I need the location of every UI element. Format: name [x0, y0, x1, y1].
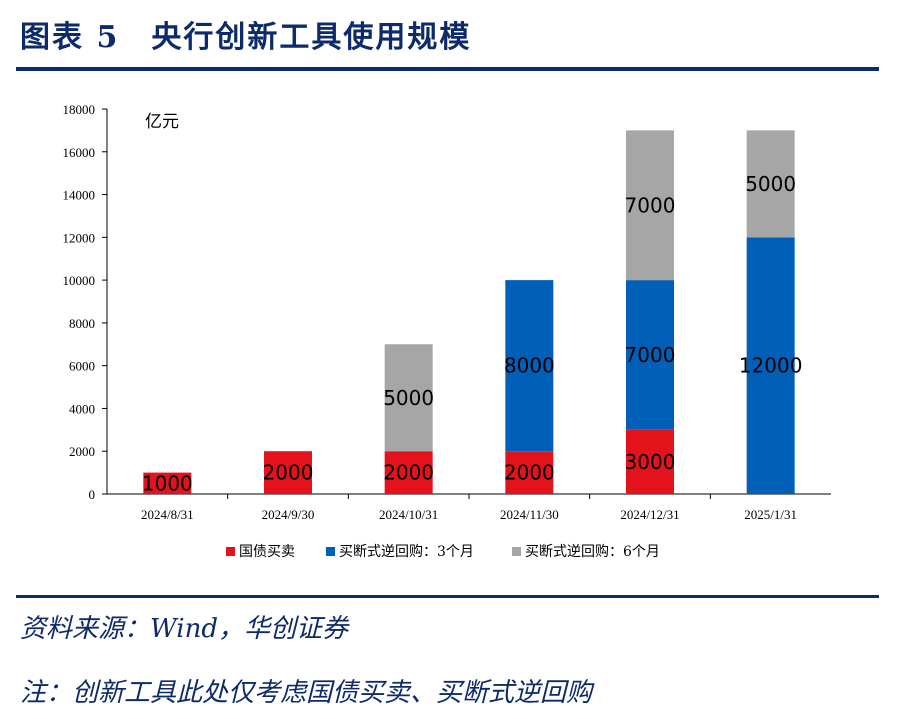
legend-label: 买断式逆回购：3个月	[339, 544, 474, 560]
source-text: 资料来源：Wind，华创证券	[20, 614, 348, 644]
y-tick-label: 12000	[63, 230, 96, 245]
bar-segment	[384, 344, 433, 452]
x-tick-label: 2024/12/31	[620, 507, 679, 522]
y-tick-label: 6000	[69, 359, 95, 374]
top-rule	[16, 67, 879, 71]
y-tick-label: 16000	[63, 145, 96, 160]
legend-item: 买断式逆回购：6个月	[512, 541, 660, 561]
data-label: 8000	[504, 354, 555, 378]
legend-item: 买断式逆回购：3个月	[326, 541, 474, 561]
data-label: 7000	[625, 343, 676, 367]
legend-item: 国债买卖	[226, 541, 295, 561]
y-tick-label: 18000	[63, 102, 96, 117]
bar-segment	[143, 472, 192, 494]
legend-label: 买断式逆回购：6个月	[525, 544, 660, 560]
x-tick-label: 2024/9/30	[262, 507, 315, 522]
y-tick-label: 4000	[69, 401, 95, 416]
data-label: 12000	[739, 354, 803, 378]
x-tick-label: 2024/10/31	[379, 507, 438, 522]
x-tick-label: 2024/8/31	[141, 507, 194, 522]
legend-swatch	[326, 546, 335, 556]
x-tick-label: 2025/1/31	[744, 507, 797, 522]
legend-swatch	[226, 546, 235, 556]
bar-segment	[626, 130, 674, 281]
bar-segment	[264, 451, 312, 494]
y-tick-label: 10000	[63, 273, 96, 288]
data-label: 7000	[625, 193, 676, 217]
bar-segment	[746, 237, 795, 495]
bar-segment	[505, 280, 554, 452]
data-label: 2000	[504, 461, 555, 485]
data-label: 3000	[625, 450, 676, 474]
x-tick-label: 2024/11/30	[500, 507, 559, 522]
y-tick-label: 2000	[69, 444, 95, 459]
bar-segment	[626, 429, 674, 494]
figure-title: 图表 5 央行创新工具使用规模	[20, 20, 472, 55]
y-tick-label: 14000	[63, 188, 96, 203]
legend-swatch	[512, 546, 521, 556]
bar-segment	[505, 451, 554, 494]
data-label: 5000	[745, 172, 796, 196]
bar-segment	[746, 130, 795, 238]
bar-segment	[384, 451, 433, 494]
bar-segment	[626, 280, 674, 430]
data-label: 2000	[383, 461, 434, 485]
y-tick-label: 8000	[69, 316, 95, 331]
data-label: 5000	[383, 386, 434, 410]
stacked-bar-chart: 0 2000 4000 6000 8000 10000 12000 14000 16000 180…	[63, 102, 831, 522]
y-tick-label: 0	[89, 487, 96, 502]
bottom-rule	[16, 595, 879, 598]
data-label: 2000	[263, 461, 314, 485]
unit-label: 亿元	[145, 112, 179, 131]
data-label: 1000	[142, 471, 193, 495]
note-text: 注：创新工具此处仅考虑国债买卖、买断式逆回购	[20, 678, 593, 708]
legend-label: 国债买卖	[239, 544, 295, 560]
